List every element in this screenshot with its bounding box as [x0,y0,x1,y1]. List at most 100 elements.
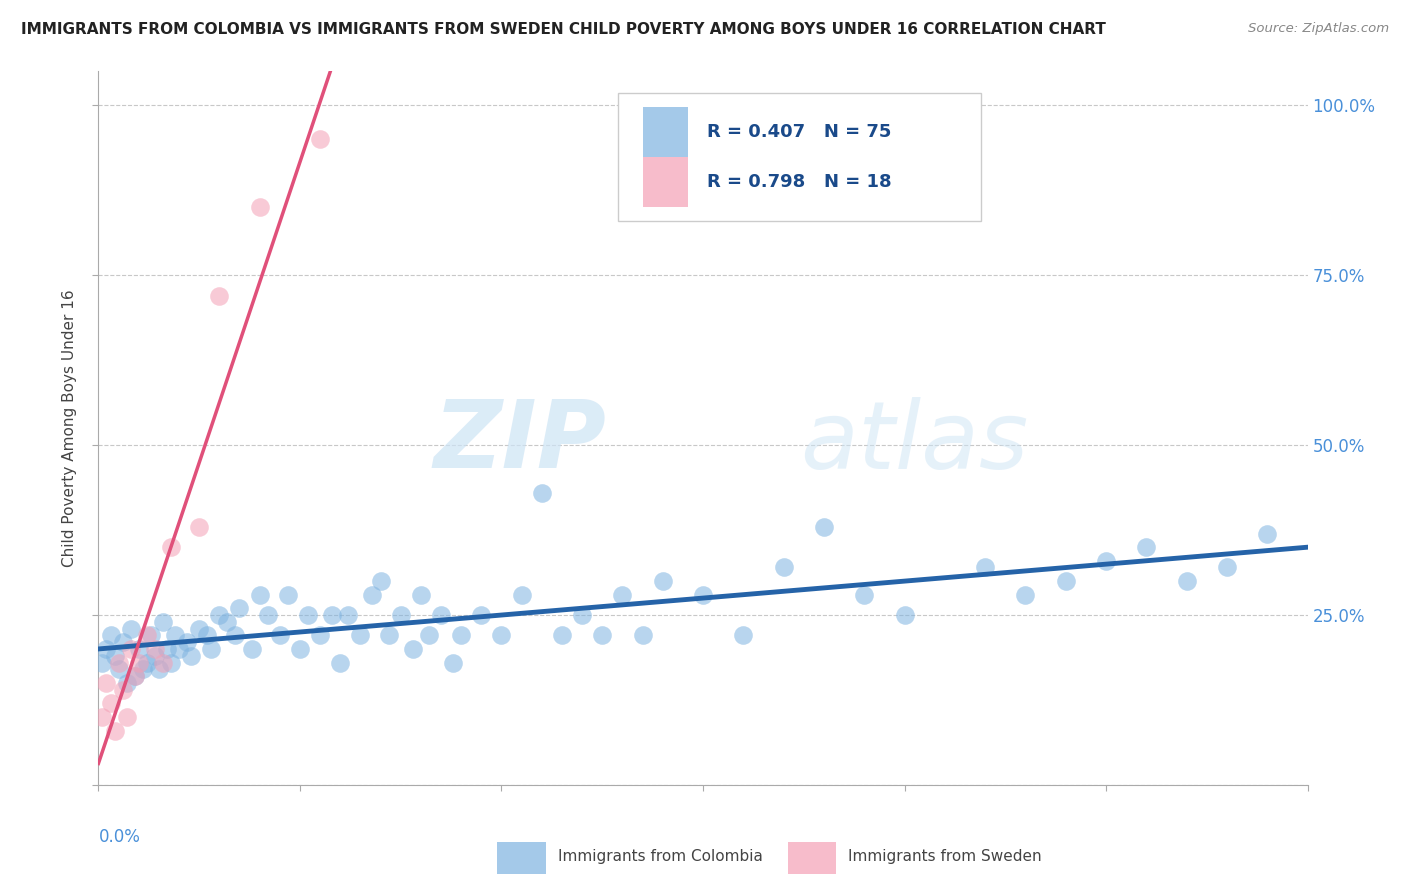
Point [180,648,202,663]
Point [510,588,533,602]
Point [1054,574,1077,588]
Point [96,642,118,657]
Point [143,648,166,663]
Point [135,656,157,670]
Point [631,628,654,642]
Point [195,628,218,642]
Point [176,635,198,649]
Point [337,608,360,623]
Point [530,485,553,500]
Text: R = 0.407   N = 75: R = 0.407 N = 75 [707,123,891,141]
Point [200,642,222,657]
FancyBboxPatch shape [619,93,981,221]
Point [853,588,876,602]
Point [1135,540,1157,554]
Text: Immigrants from Colombia: Immigrants from Colombia [558,849,763,863]
Point [470,608,492,623]
Point [288,642,311,657]
Point [249,200,271,214]
Text: ZIP: ZIP [433,396,606,489]
Point [772,560,794,574]
Point [430,608,453,623]
Point [148,662,170,676]
Point [115,676,138,690]
Point [1014,588,1036,602]
Point [612,588,634,602]
Point [692,588,714,602]
Point [349,628,371,642]
Point [91,656,114,670]
Point [228,601,250,615]
Point [208,608,231,623]
Point [571,608,593,623]
Point [132,662,155,676]
Point [91,710,114,724]
FancyBboxPatch shape [643,107,689,157]
FancyBboxPatch shape [787,842,837,874]
Text: Source: ZipAtlas.com: Source: ZipAtlas.com [1249,22,1389,36]
Point [297,608,319,623]
FancyBboxPatch shape [498,842,546,874]
Point [120,642,142,657]
Point [152,656,174,670]
Point [418,628,440,642]
Point [143,642,166,657]
Point [269,628,291,642]
Text: atlas: atlas [800,397,1028,488]
Point [1256,526,1278,541]
Point [1095,554,1118,568]
Text: Immigrants from Sweden: Immigrants from Sweden [848,849,1042,863]
Point [813,519,835,533]
Point [167,642,190,657]
Point [409,588,432,602]
Point [188,519,211,533]
Point [389,608,412,623]
Text: IMMIGRANTS FROM COLOMBIA VS IMMIGRANTS FROM SWEDEN CHILD POVERTY AMONG BOYS UNDE: IMMIGRANTS FROM COLOMBIA VS IMMIGRANTS F… [21,22,1107,37]
Point [224,628,246,642]
Point [893,608,915,623]
Point [103,648,125,663]
Point [120,622,142,636]
Point [1216,560,1239,574]
Point [370,574,392,588]
Point [128,642,150,657]
Point [321,608,343,623]
Point [163,628,186,642]
Point [124,669,146,683]
Point [111,682,134,697]
Point [256,608,278,623]
Point [128,656,150,670]
Point [1175,574,1198,588]
Point [160,540,183,554]
Point [377,628,399,642]
Y-axis label: Child Poverty Among Boys Under 16: Child Poverty Among Boys Under 16 [62,289,77,567]
Point [208,288,231,302]
Text: 0.0%: 0.0% [98,828,141,846]
Point [309,132,332,146]
Point [96,676,118,690]
Point [139,628,162,642]
Point [103,723,125,738]
Point [551,628,574,642]
Point [124,669,146,683]
Point [329,656,352,670]
Point [160,656,183,670]
Point [309,628,332,642]
Point [156,642,179,657]
Point [249,588,271,602]
Point [115,710,138,724]
Point [100,697,122,711]
Point [107,656,129,670]
Point [111,635,134,649]
Point [361,588,384,602]
Point [974,560,997,574]
Point [100,628,122,642]
Text: R = 0.798   N = 18: R = 0.798 N = 18 [707,173,891,191]
Point [450,628,472,642]
FancyBboxPatch shape [643,157,689,207]
Point [491,628,513,642]
Point [733,628,755,642]
Point [240,642,263,657]
Point [135,628,157,642]
Point [152,615,174,629]
